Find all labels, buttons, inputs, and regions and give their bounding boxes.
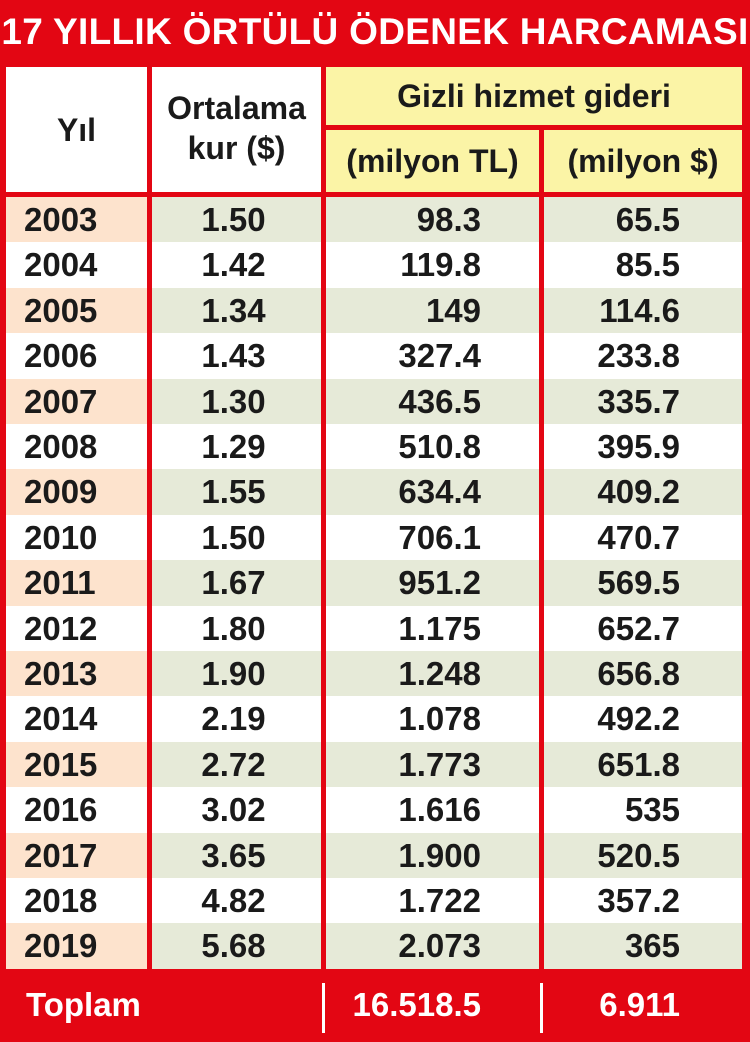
cell-tl: 327.4 — [326, 333, 539, 379]
cell-rate: 1.42 — [152, 242, 321, 288]
cell-rate: 1.34 — [152, 288, 321, 333]
cell-tl: 1.248 — [326, 651, 539, 696]
cell-tl: 510.8 — [326, 424, 539, 469]
cell-usd: 652.7 — [544, 606, 742, 651]
cell-rate: 1.50 — [152, 197, 321, 242]
cell-usd: 357.2 — [544, 878, 742, 923]
cell-year: 2012 — [6, 606, 147, 651]
cell-usd: 233.8 — [544, 333, 742, 379]
cell-usd: 114.6 — [544, 288, 742, 333]
cell-year: 2004 — [6, 242, 147, 288]
header-year-cell: Yıl — [6, 67, 147, 192]
cell-tl: 2.073 — [326, 923, 539, 969]
cell-year: 2013 — [6, 651, 147, 696]
cell-rate: 1.55 — [152, 469, 321, 515]
header-group: Gizli hizmet gideri — [397, 78, 671, 114]
header-rate-cell: Ortalama kur ($) — [152, 67, 321, 192]
cell-usd: 470.7 — [544, 515, 742, 560]
cell-year: 2003 — [6, 197, 147, 242]
cell-rate: 1.50 — [152, 515, 321, 560]
total-tl: 16.518.5 — [352, 986, 481, 1023]
cell-usd: 65.5 — [544, 197, 742, 242]
total-label: Toplam — [26, 986, 141, 1023]
cell-tl: 1.722 — [326, 878, 539, 923]
header-group-cell: Gizli hizmet gideri — [326, 67, 742, 125]
cell-usd: 365 — [544, 923, 742, 969]
cell-rate: 5.68 — [152, 923, 321, 969]
cell-year: 2010 — [6, 515, 147, 560]
cell-rate: 2.72 — [152, 742, 321, 787]
cell-tl: 1.773 — [326, 742, 539, 787]
cell-usd: 492.2 — [544, 696, 742, 742]
total-divider-2 — [540, 983, 543, 1033]
header-rate-line1: Ortalama — [167, 90, 306, 126]
cell-tl: 119.8 — [326, 242, 539, 288]
total-usd: 6.911 — [599, 986, 680, 1023]
cell-rate: 3.65 — [152, 833, 321, 878]
cell-year: 2016 — [6, 787, 147, 833]
cell-tl: 98.3 — [326, 197, 539, 242]
cell-tl: 1.078 — [326, 696, 539, 742]
cell-tl: 149 — [326, 288, 539, 333]
cell-year: 2018 — [6, 878, 147, 923]
cell-year: 2019 — [6, 923, 147, 969]
cell-year: 2006 — [6, 333, 147, 379]
cell-tl: 706.1 — [326, 515, 539, 560]
cell-rate: 1.90 — [152, 651, 321, 696]
cell-rate: 1.30 — [152, 379, 321, 424]
cell-year: 2014 — [6, 696, 147, 742]
header-rate-line2: kur ($) — [187, 130, 286, 166]
table-title: 17 YILLIK ÖRTÜLÜ ÖDENEK HARCAMASI — [1, 11, 749, 52]
cell-usd: 395.9 — [544, 424, 742, 469]
cell-usd: 335.7 — [544, 379, 742, 424]
cell-rate: 4.82 — [152, 878, 321, 923]
cell-rate: 1.67 — [152, 560, 321, 606]
cell-tl: 436.5 — [326, 379, 539, 424]
cell-year: 2005 — [6, 288, 147, 333]
cell-usd: 409.2 — [544, 469, 742, 515]
cell-tl: 951.2 — [326, 560, 539, 606]
cell-rate: 1.43 — [152, 333, 321, 379]
cell-tl: 634.4 — [326, 469, 539, 515]
cell-tl: 1.175 — [326, 606, 539, 651]
cell-tl: 1.900 — [326, 833, 539, 878]
cell-usd: 656.8 — [544, 651, 742, 696]
cell-usd: 535 — [544, 787, 742, 833]
cell-usd: 85.5 — [544, 242, 742, 288]
header-year: Yıl — [56, 112, 97, 148]
header-usd: (milyon $) — [567, 143, 719, 179]
cell-usd: 651.8 — [544, 742, 742, 787]
cell-rate: 2.19 — [152, 696, 321, 742]
cell-tl: 1.616 — [326, 787, 539, 833]
cell-year: 2017 — [6, 833, 147, 878]
cell-usd: 569.5 — [544, 560, 742, 606]
cell-year: 2015 — [6, 742, 147, 787]
cell-year: 2007 — [6, 379, 147, 424]
header-tl: (milyon TL) — [346, 143, 519, 179]
total-divider-1 — [322, 983, 325, 1033]
cell-year: 2008 — [6, 424, 147, 469]
header-usd-cell: (milyon $) — [544, 130, 742, 192]
cell-rate: 3.02 — [152, 787, 321, 833]
header-tl-cell: (milyon TL) — [326, 130, 539, 192]
cell-rate: 1.80 — [152, 606, 321, 651]
cell-year: 2009 — [6, 469, 147, 515]
cell-rate: 1.29 — [152, 424, 321, 469]
cell-usd: 520.5 — [544, 833, 742, 878]
cell-year: 2011 — [6, 560, 147, 606]
